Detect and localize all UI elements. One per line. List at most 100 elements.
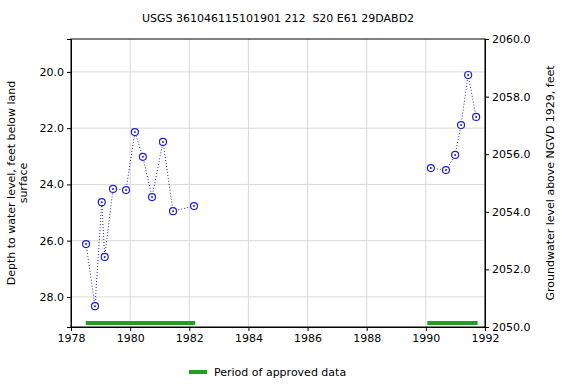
marker [131,129,138,136]
tick-label: 2056.0 [492,148,531,161]
data-point [131,129,138,136]
grid-line-y [71,184,485,185]
data-point [159,138,166,145]
tick-mark [426,327,427,331]
marker-dot [112,188,114,190]
tick: 1988 [353,327,381,345]
grid [71,39,485,327]
tick-label: 22.0 [40,122,65,135]
marker [159,138,166,145]
tick-label: 1984 [235,332,263,345]
data-point [101,253,108,260]
data-point [91,303,98,310]
data-point [442,167,449,174]
tick: 2054.0 [485,206,531,219]
tick-label: 2058.0 [492,91,531,104]
tick: 2052.0 [485,263,531,276]
approved-period [427,321,477,325]
grid-line-y [71,296,485,297]
data-point [191,203,198,210]
tick-mark [67,297,71,298]
marker-dot [134,131,136,133]
marker-dot [475,116,477,118]
y-axis-title: surface [17,162,30,203]
data-point [170,208,177,215]
data-point [452,151,459,158]
marker-dot [454,154,456,156]
marker-dot [445,169,447,171]
marker-dot [162,141,164,143]
marker [191,203,198,210]
marker [123,187,130,194]
grid-line-y [71,71,485,72]
data-point [149,194,156,201]
tick-mark [67,128,71,129]
marker [98,199,105,206]
series-line [86,75,476,306]
tick: 24.0 [40,178,72,191]
tick-mark [308,327,309,331]
marker [83,241,90,248]
legend-label: Period of approved data [214,366,346,379]
marker-dot [151,196,153,198]
data-point [465,72,472,79]
tick: 1978 [58,327,86,345]
y-axis: 20.022.024.026.028.0 [40,40,72,328]
tick-label: 1988 [353,332,381,345]
axis-line [72,328,486,332]
tick-mark [67,184,71,185]
marker [170,208,177,215]
marker [149,194,156,201]
tick-label: 2060.0 [492,33,531,46]
tick-mark [485,269,489,270]
tick: 1982 [176,327,204,345]
marker-dot [85,243,87,245]
legend-swatch [189,370,207,374]
tick-label: 2050.0 [492,321,531,334]
tick-mark [130,327,131,331]
y2-axis-title: Groundwater level above NGVD 1929, feet [544,65,557,301]
marker-dot [104,256,106,258]
x-axis: 19781980198219841986198819901992 [58,327,500,345]
tick: 20.0 [40,66,72,79]
tick: 1990 [412,327,440,345]
tick: 22.0 [40,122,72,135]
tick-label: 1982 [176,332,204,345]
tick-label: 28.0 [40,291,65,304]
tick-label: 1986 [294,332,322,345]
tick: 2050.0 [485,321,531,334]
tick-label: 2052.0 [492,263,531,276]
marker-dot [94,305,96,307]
tick-mark [367,327,368,331]
grid-line-x [130,39,131,327]
plot-frame [71,39,485,327]
marker-dot [193,205,195,207]
data-point [473,113,480,120]
tick-mark [248,327,249,331]
tick-label: 1978 [58,332,86,345]
tick: 28.0 [40,291,72,304]
grid-line-x [366,39,367,327]
grid-line-x [425,39,426,327]
data-point [123,187,130,194]
marker-dot [460,124,462,126]
tick-mark [67,241,71,242]
marker [442,167,449,174]
tick: 1980 [117,327,145,345]
marker-dot [172,210,174,212]
tick-mark [485,212,489,213]
marker [427,165,434,172]
grid-line-x [248,39,249,327]
tick: 2056.0 [485,148,531,161]
chart: 1978198019821984198619881990199220.022.0… [0,0,576,384]
marker [101,253,108,260]
marker [109,185,116,192]
data-point [109,185,116,192]
approved-period [86,321,195,325]
marker [473,113,480,120]
tick-label: 24.0 [40,178,65,191]
tick: 2060.0 [485,33,531,46]
marker [458,122,465,129]
marker [465,72,472,79]
marker [452,151,459,158]
